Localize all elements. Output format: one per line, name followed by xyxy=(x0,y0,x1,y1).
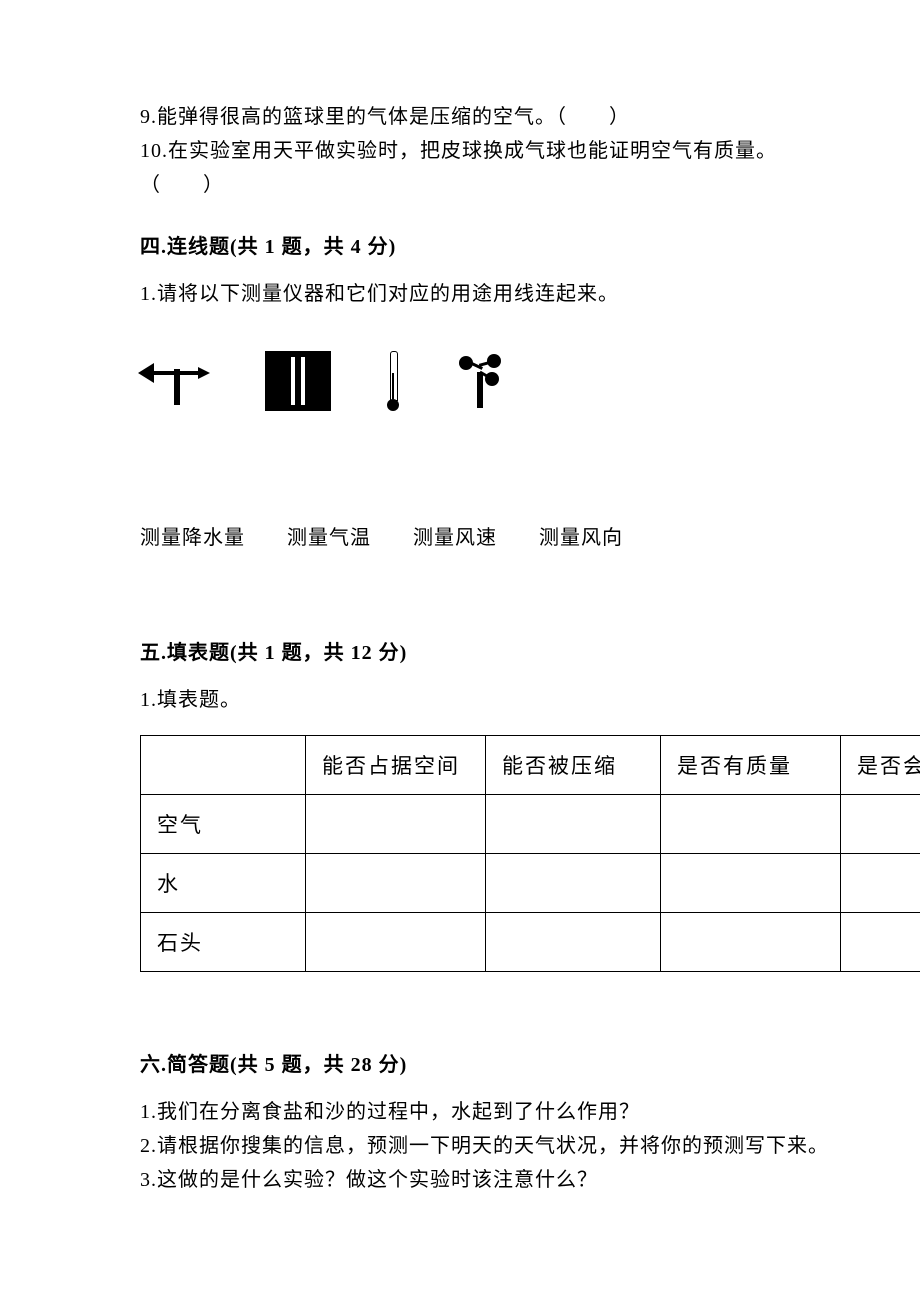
table-cell: 水 xyxy=(141,854,306,913)
label-air-temperature: 测量气温 xyxy=(287,521,371,550)
table-cell: 空气 xyxy=(141,795,306,854)
table-cell xyxy=(841,854,920,913)
document-page: 9.能弹得很高的篮球里的气体是压缩的空气。（ ） 10.在实验室用天平做实验时，… xyxy=(0,0,920,1302)
section-5-title: 五.填表题(共 1 题，共 12 分) xyxy=(140,636,920,665)
section-4-prompt: 1.请将以下测量仪器和它们对应的用途用线连起来。 xyxy=(140,277,920,311)
section-6-q1: 1.我们在分离食盐和沙的过程中，水起到了什么作用？ xyxy=(140,1095,920,1129)
table-cell xyxy=(841,795,920,854)
table-row: 石头 xyxy=(141,913,920,972)
table-header-cell: 能否占据空间 xyxy=(306,736,486,795)
label-precipitation: 测量降水量 xyxy=(140,521,245,550)
table-cell xyxy=(306,795,486,854)
section-5-prompt: 1.填表题。 xyxy=(140,683,920,717)
fill-table-wrap: 能否占据空间 能否被压缩 是否有质量 是否会 空气 水 石头 xyxy=(140,735,920,972)
table-header-cell: 是否会 xyxy=(841,736,920,795)
table-cell xyxy=(661,913,841,972)
instrument-icons-row xyxy=(140,351,920,411)
section-6-q3: 3.这做的是什么实验？做这个实验时该注意什么？ xyxy=(140,1163,920,1197)
anemometer-icon xyxy=(455,354,503,408)
table-header-cell: 能否被压缩 xyxy=(486,736,661,795)
table-cell xyxy=(486,854,661,913)
table-header-row: 能否占据空间 能否被压缩 是否有质量 是否会 xyxy=(141,736,920,795)
stevenson-screen-icon xyxy=(265,351,331,411)
table-cell xyxy=(486,913,661,972)
table-cell xyxy=(486,795,661,854)
table-header-cell: 是否有质量 xyxy=(661,736,841,795)
section-6-title: 六.简答题(共 5 题，共 28 分) xyxy=(140,1048,920,1077)
section-4-title: 四.连线题(共 1 题，共 4 分) xyxy=(140,230,920,259)
table-header-cell xyxy=(141,736,306,795)
label-wind-direction: 测量风向 xyxy=(539,521,623,550)
label-wind-speed: 测量风速 xyxy=(413,521,497,550)
table-row: 空气 xyxy=(141,795,920,854)
section-6-q2: 2.请根据你搜集的信息，预测一下明天的天气状况，并将你的预测写下来。 xyxy=(140,1129,920,1163)
wind-vane-icon xyxy=(140,357,210,405)
question-10-line2: （ ） xyxy=(140,168,920,202)
instrument-labels-row: 测量降水量 测量气温 测量风速 测量风向 xyxy=(140,521,920,550)
table-cell xyxy=(306,854,486,913)
table-cell xyxy=(661,854,841,913)
question-9: 9.能弹得很高的篮球里的气体是压缩的空气。（ ） xyxy=(140,100,920,134)
question-10-line1: 10.在实验室用天平做实验时，把皮球换成气球也能证明空气有质量。 xyxy=(140,134,920,168)
fill-table: 能否占据空间 能否被压缩 是否有质量 是否会 空气 水 石头 xyxy=(140,735,920,972)
table-cell xyxy=(306,913,486,972)
table-cell: 石头 xyxy=(141,913,306,972)
table-row: 水 xyxy=(141,854,920,913)
table-cell xyxy=(841,913,920,972)
thermometer-icon xyxy=(386,351,400,411)
table-cell xyxy=(661,795,841,854)
